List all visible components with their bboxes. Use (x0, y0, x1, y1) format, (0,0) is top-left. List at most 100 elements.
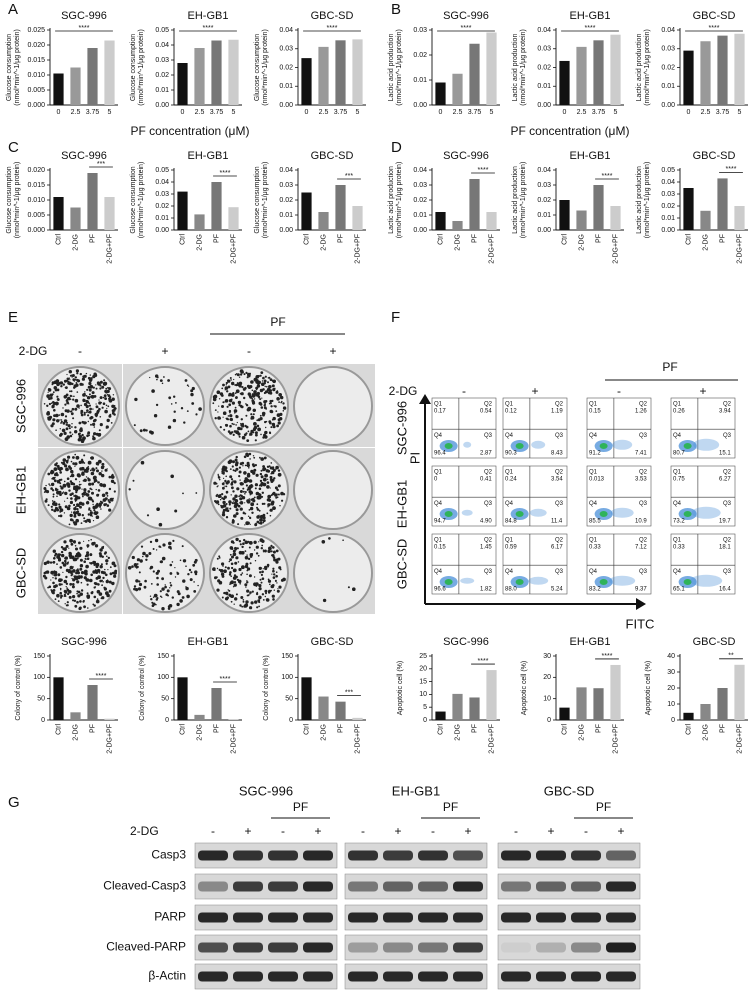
colony (222, 511, 226, 514)
colony (250, 415, 255, 420)
colony (58, 515, 60, 517)
colony (60, 578, 63, 582)
y-tick-label: 0 (165, 717, 169, 724)
colony (53, 570, 55, 572)
colony (113, 490, 116, 493)
colony (261, 495, 264, 498)
bar (352, 717, 363, 720)
blot-band (198, 912, 228, 923)
colony (62, 571, 64, 574)
colony (161, 577, 165, 581)
colony (135, 588, 139, 592)
y-axis-label: Lactic acid production (388, 166, 395, 234)
sign: + (244, 824, 251, 838)
chart-title: EH-GB1 (188, 10, 229, 22)
chart-title: SGC-996 (443, 636, 489, 648)
colony (276, 496, 279, 499)
colony (246, 594, 249, 597)
colony (89, 407, 92, 411)
y-tick-label: 0.03 (279, 46, 293, 53)
colony (81, 502, 85, 506)
y-tick-label: 0.02 (537, 64, 551, 71)
colony (142, 428, 146, 432)
colony (238, 376, 241, 378)
blot-band (418, 942, 448, 953)
quadrant-name: Q3 (555, 501, 564, 507)
quadrant-name: Q3 (484, 569, 493, 575)
row-label: GBC-SD (394, 539, 409, 590)
colony (238, 404, 241, 407)
colony (113, 571, 117, 575)
significance-label: **** (602, 173, 613, 180)
colony (269, 514, 272, 517)
colony (53, 409, 56, 412)
colony (79, 558, 83, 562)
colony (101, 596, 105, 600)
colony (145, 558, 148, 561)
colony (87, 433, 89, 435)
colony (264, 589, 268, 593)
bar (486, 670, 497, 720)
colony (239, 604, 242, 607)
colony (215, 494, 218, 498)
colony (80, 571, 85, 575)
blot-band (268, 942, 298, 953)
colony (69, 518, 73, 522)
significance-label: **** (79, 25, 90, 32)
y-tick-label: 0.020 (27, 42, 45, 49)
colony (88, 388, 92, 392)
flow-plot (502, 397, 568, 459)
y-tick-label: 0.00 (537, 227, 551, 234)
colony (95, 415, 98, 418)
colony (142, 551, 146, 556)
y-tick-label: 30 (667, 669, 675, 676)
colony (249, 491, 253, 495)
treatment-label: 2-DG (130, 824, 159, 838)
bar (301, 677, 312, 720)
quadrant-name: Q2 (723, 538, 732, 544)
colony (54, 473, 58, 477)
colony (68, 523, 71, 526)
y-axis-label: Glucose consumption (254, 166, 261, 233)
colony (82, 436, 86, 440)
y-axis-label: Apoptotic cell (%) (397, 661, 404, 715)
colony (51, 470, 55, 474)
blot-band (571, 912, 601, 923)
colony (86, 544, 90, 548)
colony (108, 399, 113, 403)
colony (95, 467, 98, 470)
chart-title: GBC-SD (693, 150, 736, 162)
colony (256, 503, 259, 506)
colony (218, 478, 221, 481)
colony (87, 490, 91, 493)
colony (84, 555, 87, 558)
colony (83, 488, 87, 492)
well (293, 366, 373, 446)
colony (138, 571, 141, 574)
colony (161, 607, 165, 611)
colony (216, 588, 220, 592)
colony (180, 407, 184, 410)
colony (49, 561, 53, 564)
colony (228, 409, 232, 413)
colony (101, 584, 103, 587)
colony (245, 452, 249, 457)
colony (84, 520, 87, 522)
colony (47, 504, 50, 507)
flow-plot (670, 533, 736, 595)
quadrant-name: Q4 (505, 433, 514, 439)
colony (74, 426, 77, 429)
colony (256, 508, 260, 511)
y-tick-label: 50 (37, 696, 45, 703)
colony (166, 589, 170, 593)
blot-band (418, 912, 448, 923)
colony (234, 463, 239, 467)
y-tick-label: 10 (667, 701, 675, 708)
y-tick-label: 0.05 (155, 27, 169, 34)
colony (169, 584, 173, 587)
colony (219, 494, 222, 496)
colony (54, 598, 57, 601)
colony (71, 567, 74, 570)
colony (76, 378, 79, 382)
